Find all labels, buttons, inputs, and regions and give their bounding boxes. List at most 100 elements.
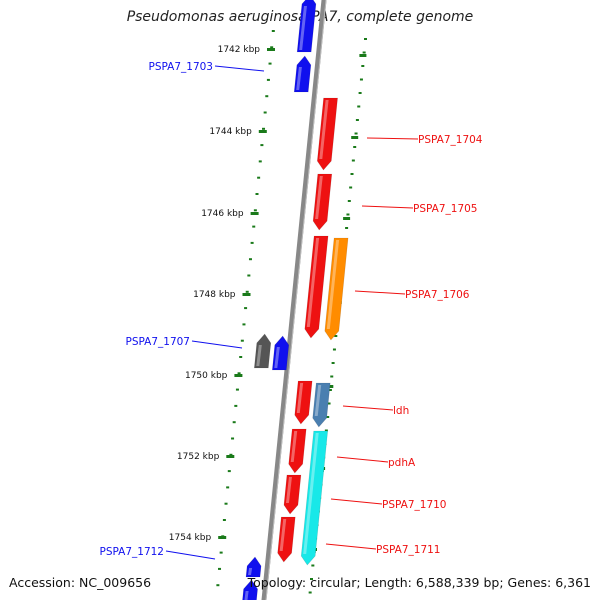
gene-arrow-shine (299, 6, 307, 50)
gene-label[interactable]: PSPA7_1707 (126, 336, 191, 348)
gene-label[interactable]: PSPA7_1703 (149, 61, 214, 73)
gene-arrow[interactable] (316, 97, 338, 171)
gene-label[interactable]: PSPA7_1706 (405, 289, 470, 301)
scale-tick (247, 274, 251, 277)
gene-arrow[interactable] (312, 382, 331, 428)
gene-label[interactable]: PSPA7_1710 (382, 499, 447, 511)
gene-label[interactable]: PSPA7_1711 (376, 544, 441, 556)
ruler-tick (349, 186, 353, 189)
gene-label[interactable]: pdhA (388, 457, 416, 469)
gene-arrow[interactable] (245, 556, 262, 578)
gene-leader-line (165, 550, 216, 560)
scale-tick (262, 127, 266, 130)
ruler-tick (332, 348, 336, 351)
accession-text: Accession: NC_009656 (9, 575, 152, 590)
scale-tick (218, 567, 222, 570)
gene-label[interactable]: PSPA7_1712 (100, 546, 165, 558)
ruler-tick (358, 92, 362, 94)
gene-label[interactable]: PSPA7_1705 (413, 203, 478, 215)
scale-label: 1748 kbp (193, 290, 236, 300)
topology-text: Topology: circular; Length: 6,588,339 bp… (247, 575, 591, 590)
scale-tick (252, 225, 256, 228)
ruler-major-tick (359, 54, 367, 57)
gene-arrow[interactable] (300, 430, 329, 566)
ruler-tick (326, 416, 330, 418)
scale-tick (268, 62, 272, 65)
scale-tick (248, 258, 252, 261)
scale-tick (271, 30, 275, 32)
scale-tick (244, 307, 248, 310)
scale-tick (260, 144, 264, 147)
scale-major-tick (258, 130, 267, 133)
ruler-major-tick (351, 136, 359, 139)
scale-tick (265, 95, 269, 98)
scale-tick (242, 323, 246, 326)
gene-leader-line (325, 543, 377, 550)
gene-leader-line (330, 498, 383, 505)
gene-arrow[interactable] (253, 333, 272, 369)
gene-arrow-shine (285, 477, 292, 503)
scale-major-tick (242, 293, 251, 296)
gene-arrow-shine (326, 240, 340, 329)
gene-arrow[interactable] (312, 173, 333, 231)
scale-tick (239, 356, 243, 358)
ruler-tick (354, 132, 358, 135)
gene-arrow-shine (290, 431, 298, 462)
scale-tick (226, 486, 230, 489)
ruler-tick (364, 38, 367, 40)
scale-tick (250, 241, 254, 244)
ruler-tick (357, 105, 361, 108)
gene-leader-line (361, 205, 414, 209)
gene-arrow[interactable] (296, 0, 317, 53)
gene-leader-line (342, 405, 394, 411)
scale-tick (263, 111, 267, 114)
scale-tick (219, 551, 223, 554)
scale-tick (255, 193, 259, 195)
gene-arrow[interactable] (288, 428, 307, 474)
gene-leader-line (366, 137, 419, 140)
gene-arrow-shine (306, 238, 320, 327)
scale-tick (266, 78, 270, 81)
gene-arrow[interactable] (294, 380, 313, 425)
gene-leader-line (354, 290, 406, 295)
scale-label: 1752 kbp (177, 452, 220, 462)
gene-arrow[interactable] (304, 235, 329, 339)
scale-tick (235, 388, 239, 391)
scale-tick (253, 209, 257, 212)
ruler-tick (310, 578, 313, 580)
gene-arrow[interactable] (324, 237, 349, 341)
ruler-tick (362, 51, 366, 54)
gene-label[interactable]: ldh (393, 405, 409, 417)
gene-arrow[interactable] (271, 335, 290, 371)
ruler-tick (346, 213, 350, 216)
scale-tick (240, 339, 244, 342)
scale-label: 1754 kbp (169, 533, 212, 543)
scale-major-tick (267, 48, 275, 51)
gene-leader-line (336, 456, 389, 463)
scale-tick (222, 519, 226, 521)
genome-backbone (261, 0, 327, 600)
scale-tick (216, 584, 220, 587)
gene-label[interactable]: PSPA7_1704 (418, 134, 483, 146)
gene-arrow[interactable] (283, 474, 302, 515)
gene-arrow-shine (296, 383, 304, 413)
ruler-tick (328, 389, 332, 391)
scale-tick (245, 290, 249, 293)
gene-arrow-shine (314, 385, 322, 416)
scale-tick (234, 404, 238, 407)
scale-label: 1744 kbp (209, 127, 252, 137)
gene-arrow-shine (303, 433, 319, 554)
map-title: Pseudomonas aeruginosa PA7, complete gen… (126, 9, 474, 25)
scale-tick (227, 470, 231, 473)
gene-leader-line (191, 340, 243, 349)
ruler-tick (350, 173, 354, 175)
scale-major-tick (218, 536, 227, 539)
scale-label: 1746 kbp (201, 209, 244, 219)
gene-arrow-shine (279, 519, 287, 551)
gene-arrow[interactable] (277, 516, 296, 563)
scale-tick (237, 372, 241, 375)
gene-arrow[interactable] (293, 55, 312, 93)
scale-tick (229, 453, 233, 456)
scale-major-tick (250, 212, 259, 215)
